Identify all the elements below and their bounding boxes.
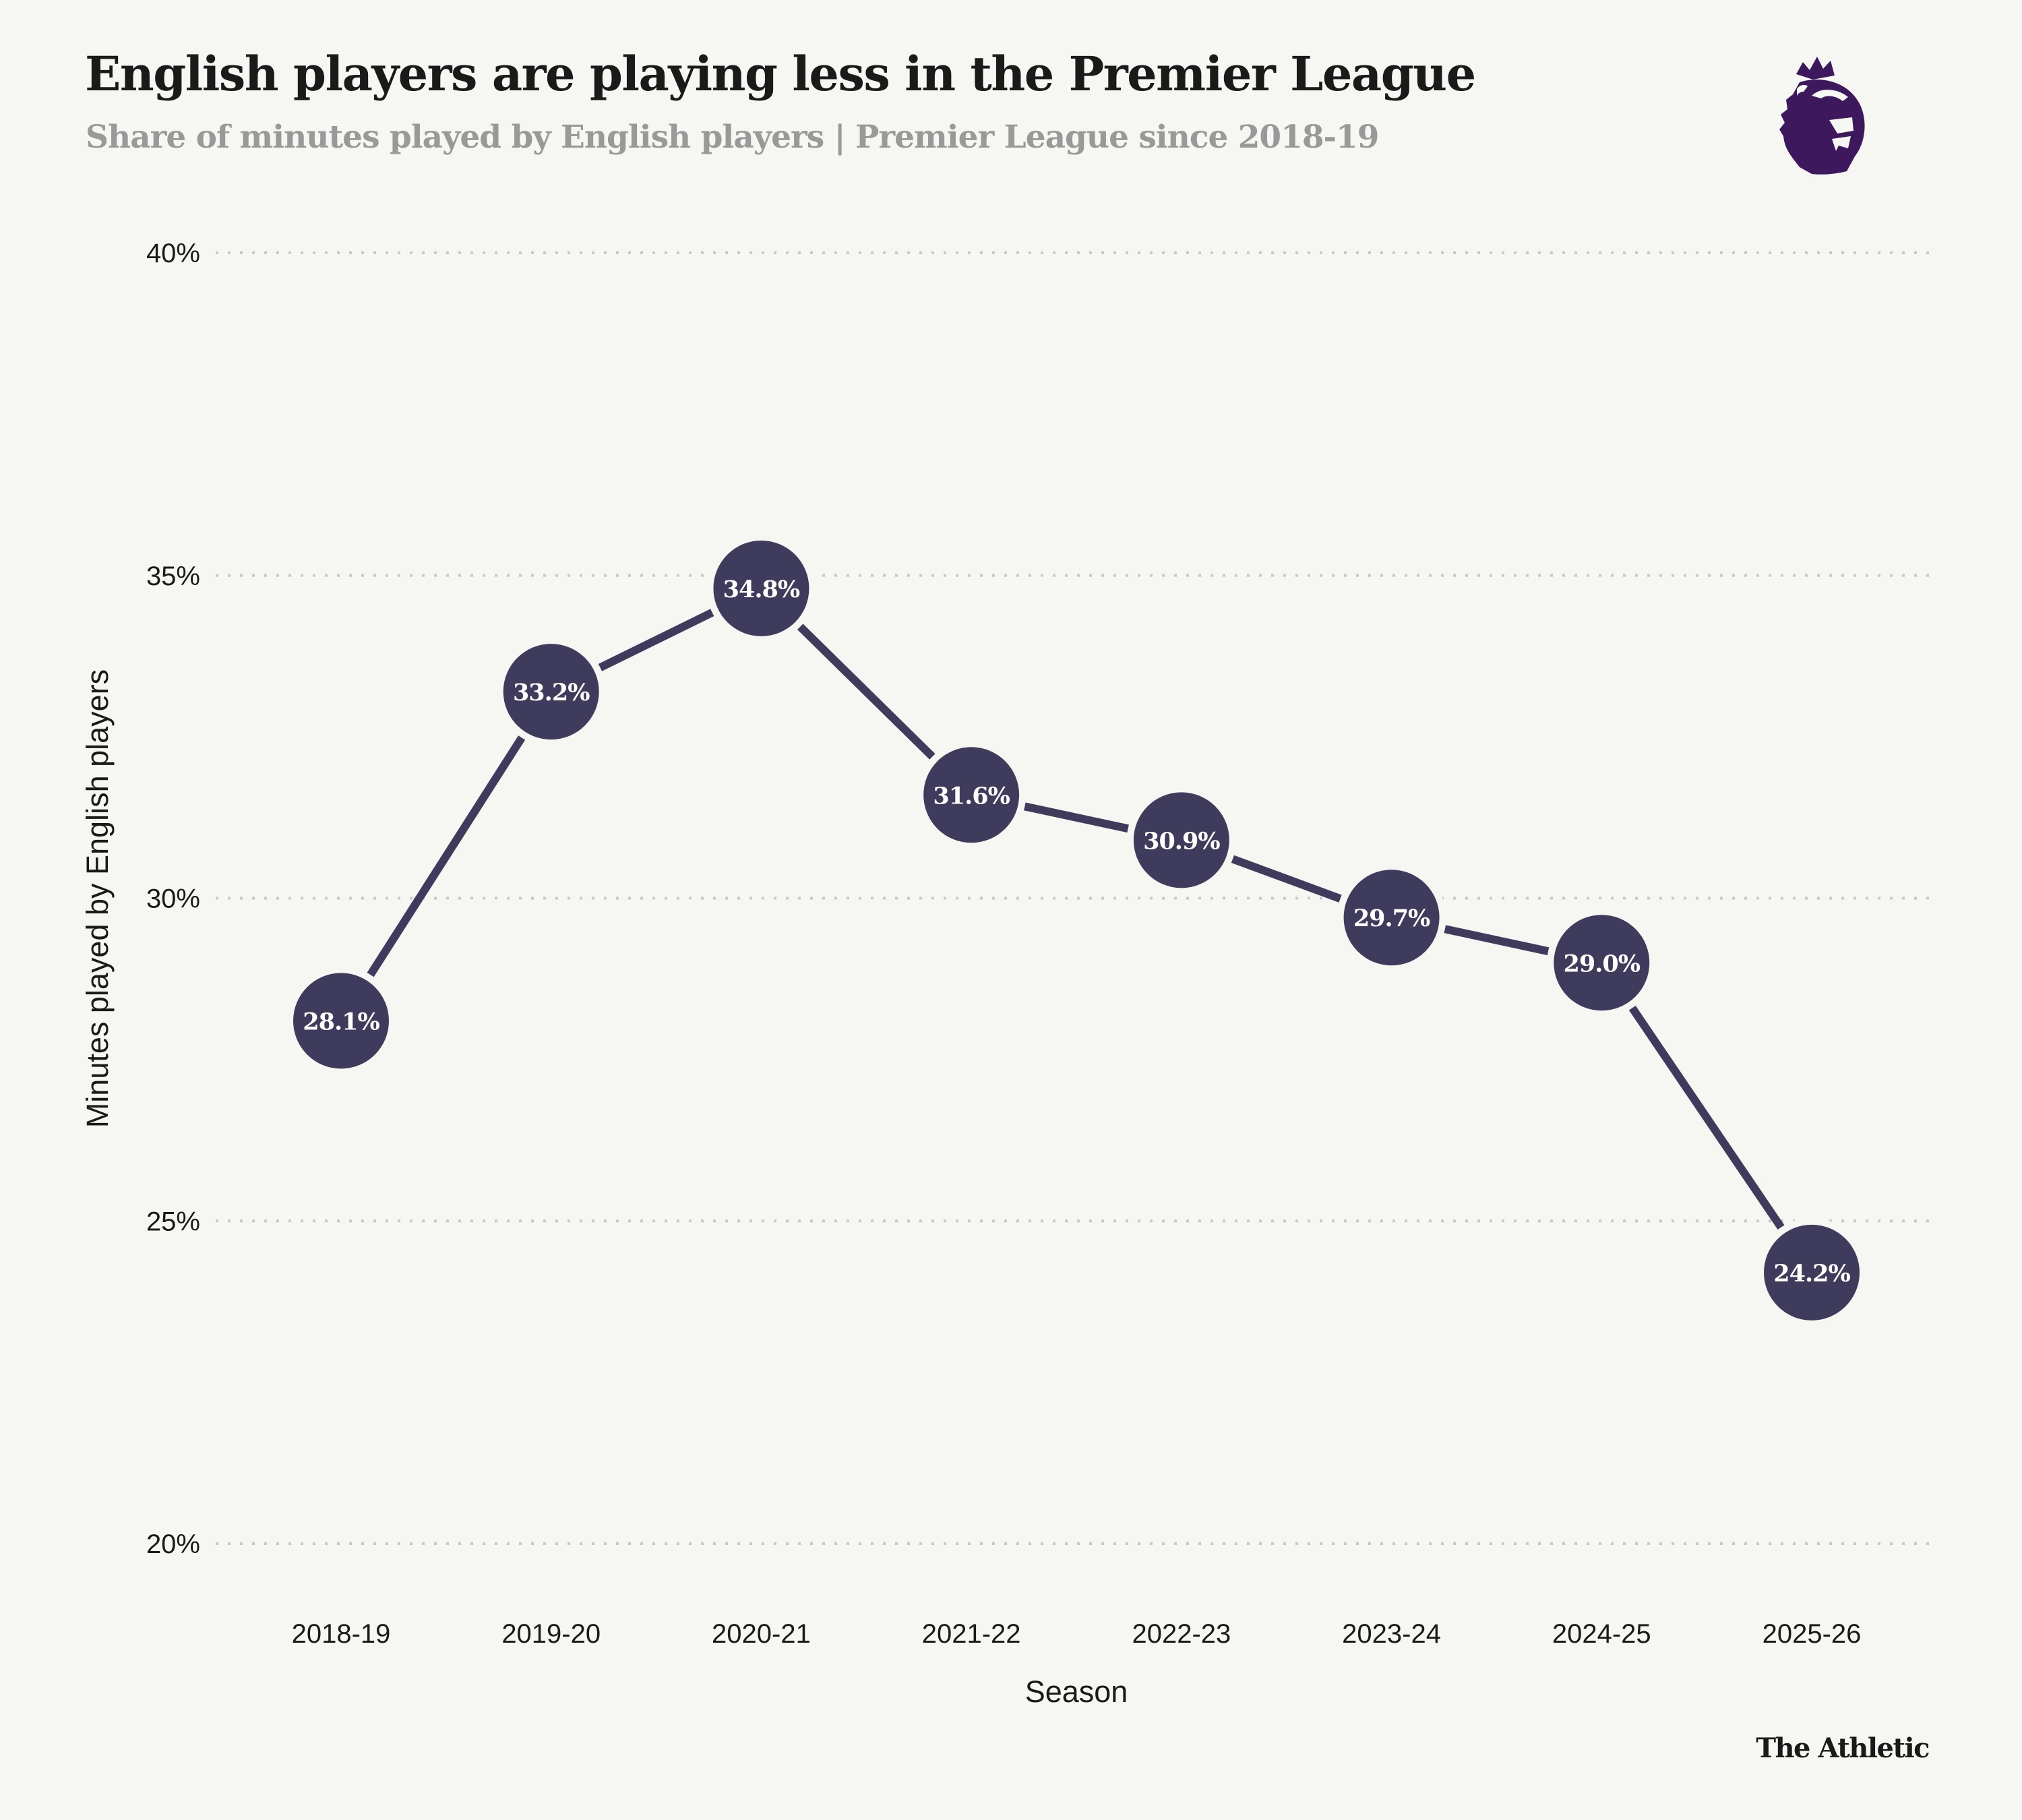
line-segment	[1628, 1005, 1785, 1230]
point-marker	[1554, 915, 1650, 1011]
point-marker	[293, 973, 389, 1069]
point-marker	[503, 644, 599, 740]
x-tick-label: 2020-21	[712, 1619, 811, 1649]
brand-logo-the-athletic: The Athletic	[1756, 1732, 1930, 1764]
line-segment	[1444, 925, 1550, 956]
line-segment	[797, 624, 936, 760]
y-tick-label: 40%	[146, 239, 200, 268]
data-point: 30.9%	[1126, 785, 1236, 895]
data-points: 28.1% 33.2% 34.8% 31.6% 30.9% 29.7% 29.0% 24.2%	[286, 533, 1866, 1327]
data-point: 33.2%	[496, 637, 606, 747]
point-value-label: 24.2%	[1773, 1260, 1850, 1287]
premier-league-logo-icon	[1779, 57, 1865, 175]
y-tick-label: 20%	[146, 1529, 200, 1559]
point-value-label: 34.8%	[723, 576, 800, 603]
series-line	[367, 609, 1785, 1230]
x-tick-label: 2021-22	[922, 1619, 1021, 1649]
line-segment	[367, 735, 526, 977]
data-point: 34.8%	[706, 533, 816, 643]
y-tick-label: 35%	[146, 562, 200, 591]
y-tick-label: 25%	[146, 1207, 200, 1236]
point-marker	[713, 540, 809, 636]
data-point: 29.0%	[1547, 908, 1657, 1018]
point-marker	[1133, 792, 1229, 888]
y-tick-label: 30%	[146, 884, 200, 914]
data-point: 29.7%	[1337, 863, 1446, 973]
x-tick-label: 2022-23	[1132, 1619, 1231, 1649]
point-value-label: 33.2%	[513, 679, 590, 706]
chart-title: English players are playing less in the …	[85, 46, 1476, 102]
data-point: 31.6%	[917, 740, 1027, 850]
x-axis-title: Season	[1025, 1674, 1128, 1709]
y-axis-ticks: 20% 25% 30% 35% 40%	[146, 239, 200, 1559]
chart-subtitle: Share of minutes played by English playe…	[86, 119, 1379, 156]
point-marker	[1343, 870, 1440, 966]
gridlines	[216, 251, 1933, 1545]
x-axis-ticks: 2018-19 2019-20 2020-21 2021-22 2022-23 2023-…	[292, 1619, 1862, 1649]
line-segment	[598, 609, 714, 671]
line-segment	[1024, 802, 1129, 833]
point-marker	[923, 747, 1020, 843]
point-marker	[1764, 1224, 1860, 1321]
x-tick-label: 2018-19	[292, 1619, 391, 1649]
x-tick-label: 2024-25	[1552, 1619, 1651, 1649]
point-value-label: 30.9%	[1143, 827, 1220, 855]
point-value-label: 28.1%	[303, 1008, 379, 1035]
line-segment	[1231, 855, 1342, 903]
point-value-label: 29.7%	[1353, 905, 1430, 932]
data-point: 24.2%	[1757, 1217, 1866, 1327]
point-value-label: 31.6%	[933, 782, 1010, 810]
x-tick-label: 2019-20	[501, 1619, 601, 1649]
x-tick-label: 2023-24	[1342, 1619, 1441, 1649]
data-point: 28.1%	[286, 966, 396, 1076]
y-axis-title: Minutes played by English players	[80, 669, 115, 1128]
x-tick-label: 2025-26	[1763, 1619, 1862, 1649]
point-value-label: 29.0%	[1564, 950, 1641, 977]
